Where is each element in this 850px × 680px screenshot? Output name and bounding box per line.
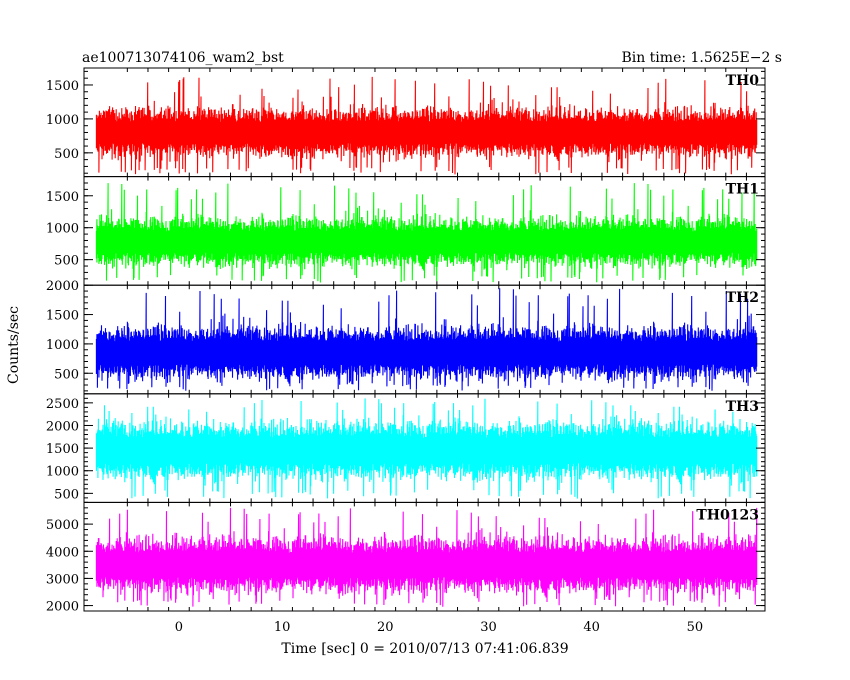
y-tick-label-th0123: 3000: [46, 572, 79, 587]
y-tick-label-th0123: 2000: [46, 600, 79, 615]
x-tick-label: 30: [480, 620, 497, 635]
y-tick-label-th3: 1000: [46, 465, 79, 480]
y-tick-label-th3: 2500: [46, 397, 79, 412]
x-tick-label: 40: [583, 620, 600, 635]
panel-label-th0: TH0: [726, 73, 760, 89]
x-tick-label: 50: [687, 620, 704, 635]
y-tick-label-th0: 500: [54, 147, 79, 162]
x-tick-label: 20: [377, 620, 394, 635]
y-tick-label-th0123: 4000: [46, 545, 79, 560]
y-tick-label-th2: 500: [54, 367, 79, 382]
panel-label-th1: TH1: [726, 182, 759, 198]
chart-title: ae100713074106_wam2_bst: [82, 50, 284, 66]
y-tick-label-th2: 2000: [46, 279, 79, 294]
y-tick-label-th3: 500: [54, 487, 79, 502]
y-tick-label-th3: 2000: [46, 419, 79, 434]
series-line-th2: [95, 288, 758, 391]
y-tick-label-th3: 1500: [46, 442, 79, 457]
series-line-th1: [95, 183, 758, 283]
y-tick-label-th0: 1000: [46, 113, 79, 128]
panel-label-th0123: TH0123: [696, 507, 759, 523]
y-tick-label-th0: 1500: [46, 79, 79, 94]
panel-label-th2: TH2: [726, 290, 759, 306]
x-tick-label: 10: [274, 620, 291, 635]
panel-label-th3: TH3: [726, 399, 759, 415]
bin-time-label: Bin time: 1.5625E−2 s: [621, 50, 782, 66]
y-tick-label-th1: 1000: [46, 222, 79, 237]
y-tick-label-th1: 1500: [46, 190, 79, 205]
series-line-th3: [95, 398, 758, 499]
x-tick-label: 0: [175, 620, 183, 635]
y-tick-label-th0123: 5000: [46, 518, 79, 533]
y-tick-label-th2: 1500: [46, 309, 79, 324]
series-line-th0123: [95, 507, 758, 607]
y-axis-label: Counts/sec: [6, 306, 22, 384]
series-line-th0: [95, 76, 758, 175]
x-axis-label: Time [sec] 0 = 2010/07/13 07:41:06.839: [281, 641, 568, 657]
y-tick-label-th1: 500: [54, 254, 79, 269]
y-tick-label-th2: 1000: [46, 338, 79, 353]
